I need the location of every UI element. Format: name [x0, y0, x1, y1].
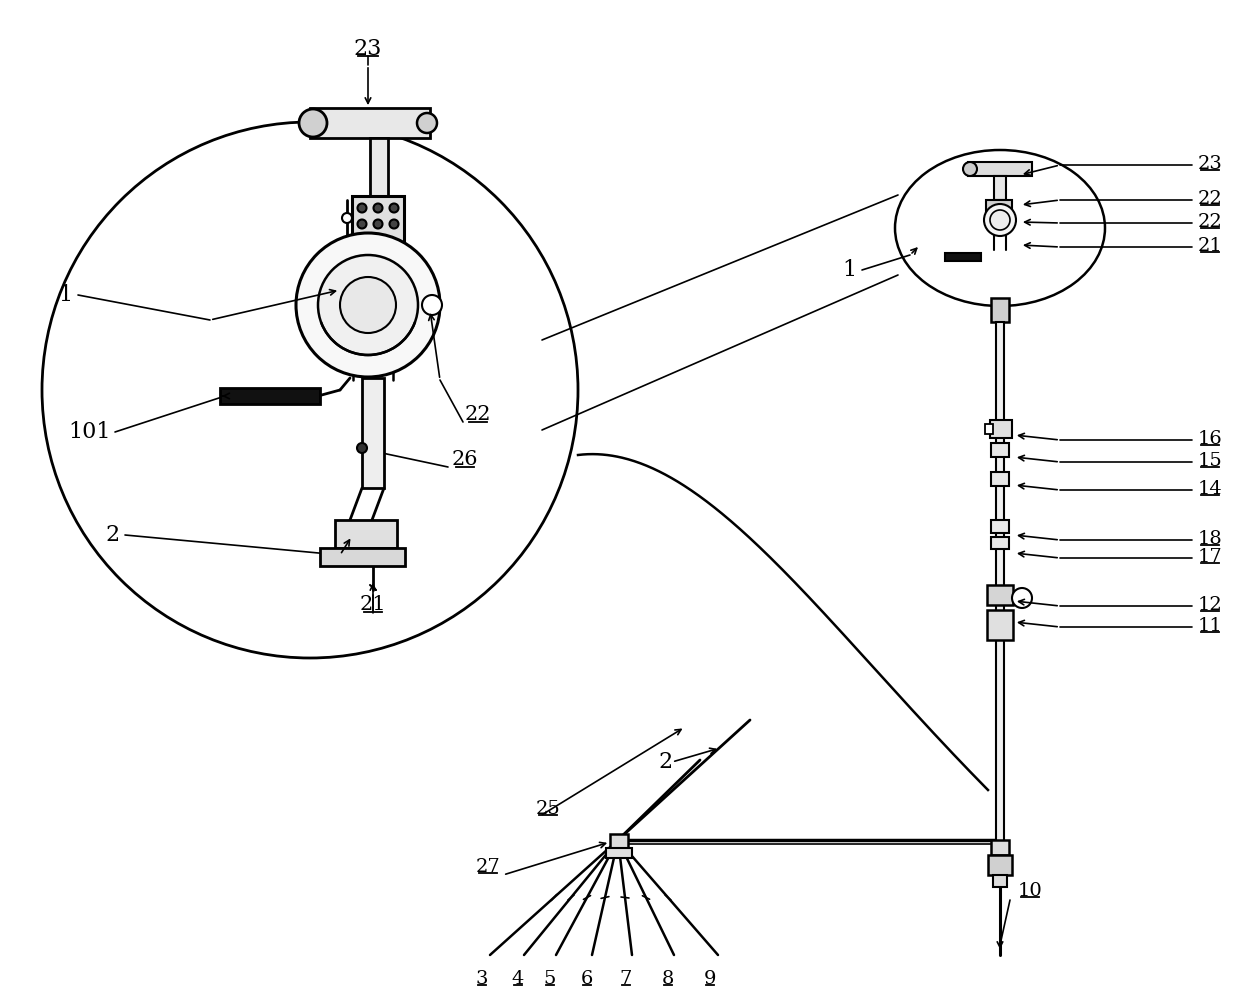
- Bar: [991, 472, 1009, 486]
- Circle shape: [1012, 588, 1032, 608]
- Bar: [991, 443, 1009, 457]
- Text: 25: 25: [536, 800, 560, 818]
- Bar: [320, 548, 405, 566]
- Bar: [370, 138, 388, 196]
- Bar: [606, 848, 632, 858]
- Text: 101: 101: [68, 421, 110, 443]
- Text: 9: 9: [704, 970, 717, 988]
- Circle shape: [389, 219, 398, 228]
- Text: 10: 10: [1018, 882, 1043, 900]
- Text: 17: 17: [1198, 548, 1223, 566]
- Text: 12: 12: [1198, 596, 1223, 614]
- Text: 1: 1: [842, 259, 856, 281]
- Bar: [994, 176, 1006, 200]
- Text: 2: 2: [105, 524, 119, 546]
- Text: 18: 18: [1198, 530, 1223, 548]
- Bar: [996, 322, 1004, 852]
- Text: 6: 6: [580, 970, 593, 988]
- Bar: [991, 520, 1009, 533]
- Circle shape: [296, 233, 440, 377]
- Text: 14: 14: [1198, 480, 1223, 498]
- Bar: [988, 855, 1012, 875]
- Bar: [362, 378, 384, 488]
- Circle shape: [357, 443, 367, 453]
- Circle shape: [357, 203, 367, 212]
- Bar: [985, 424, 993, 434]
- Bar: [991, 840, 1009, 855]
- Ellipse shape: [895, 150, 1105, 306]
- Bar: [219, 388, 320, 404]
- Text: 26: 26: [451, 450, 479, 469]
- Text: 23: 23: [1198, 155, 1223, 173]
- Text: 15: 15: [1198, 452, 1223, 470]
- Circle shape: [373, 219, 382, 228]
- Text: 5: 5: [544, 970, 557, 988]
- Circle shape: [299, 109, 327, 137]
- Bar: [987, 610, 1013, 640]
- Text: 4: 4: [512, 970, 525, 988]
- Text: 1: 1: [58, 284, 72, 306]
- Circle shape: [422, 295, 441, 315]
- Text: 21: 21: [1198, 237, 1223, 255]
- Text: 22: 22: [1198, 213, 1223, 231]
- Text: 22: 22: [465, 405, 491, 424]
- Text: 16: 16: [1198, 430, 1223, 448]
- Bar: [352, 196, 404, 242]
- Circle shape: [963, 162, 977, 176]
- Circle shape: [417, 113, 436, 133]
- Bar: [986, 200, 1012, 218]
- Bar: [987, 585, 1013, 605]
- Text: 23: 23: [353, 38, 382, 60]
- Text: 21: 21: [360, 595, 387, 614]
- Circle shape: [985, 204, 1016, 236]
- Bar: [968, 162, 1032, 176]
- Circle shape: [373, 203, 382, 212]
- Text: 3: 3: [476, 970, 489, 988]
- Circle shape: [317, 255, 418, 355]
- Bar: [945, 253, 981, 261]
- Circle shape: [389, 203, 398, 212]
- Bar: [991, 537, 1009, 549]
- Bar: [335, 520, 397, 548]
- Circle shape: [990, 210, 1011, 230]
- Text: 22: 22: [1198, 190, 1223, 208]
- Text: 2: 2: [658, 751, 672, 773]
- Bar: [991, 298, 1009, 322]
- Bar: [310, 108, 430, 138]
- Circle shape: [357, 219, 367, 228]
- Text: 8: 8: [662, 970, 675, 988]
- Ellipse shape: [42, 122, 578, 658]
- Bar: [993, 875, 1007, 887]
- Circle shape: [340, 277, 396, 333]
- Text: 27: 27: [476, 858, 501, 876]
- Bar: [990, 420, 1012, 438]
- Text: 7: 7: [620, 970, 632, 988]
- Bar: [610, 834, 627, 848]
- Circle shape: [342, 213, 352, 223]
- Text: 11: 11: [1198, 617, 1223, 635]
